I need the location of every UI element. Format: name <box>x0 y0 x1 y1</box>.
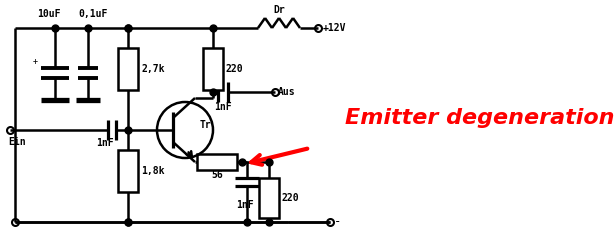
Bar <box>118 150 138 192</box>
Text: Aus: Aus <box>278 87 296 97</box>
Bar <box>259 178 279 218</box>
Text: +12V: +12V <box>323 23 346 33</box>
Text: Emitter degeneration: Emitter degeneration <box>345 108 614 128</box>
Text: Ein: Ein <box>8 137 26 147</box>
Text: 56: 56 <box>211 170 223 180</box>
Text: Tr: Tr <box>200 120 212 130</box>
Text: 1nF: 1nF <box>214 102 232 112</box>
Text: 220: 220 <box>282 193 300 203</box>
Bar <box>118 48 138 90</box>
Text: 220: 220 <box>226 64 244 74</box>
Text: 1nF: 1nF <box>236 200 254 210</box>
Text: -: - <box>334 216 341 228</box>
Text: 1,8k: 1,8k <box>141 166 164 176</box>
Bar <box>203 48 223 90</box>
Text: 10uF: 10uF <box>37 9 60 19</box>
Text: +: + <box>33 58 38 67</box>
Text: 2,7k: 2,7k <box>141 64 164 74</box>
Text: 1nF: 1nF <box>96 138 114 148</box>
Text: 0,1uF: 0,1uF <box>78 9 108 19</box>
Bar <box>197 154 237 170</box>
Text: Dr: Dr <box>273 5 285 15</box>
